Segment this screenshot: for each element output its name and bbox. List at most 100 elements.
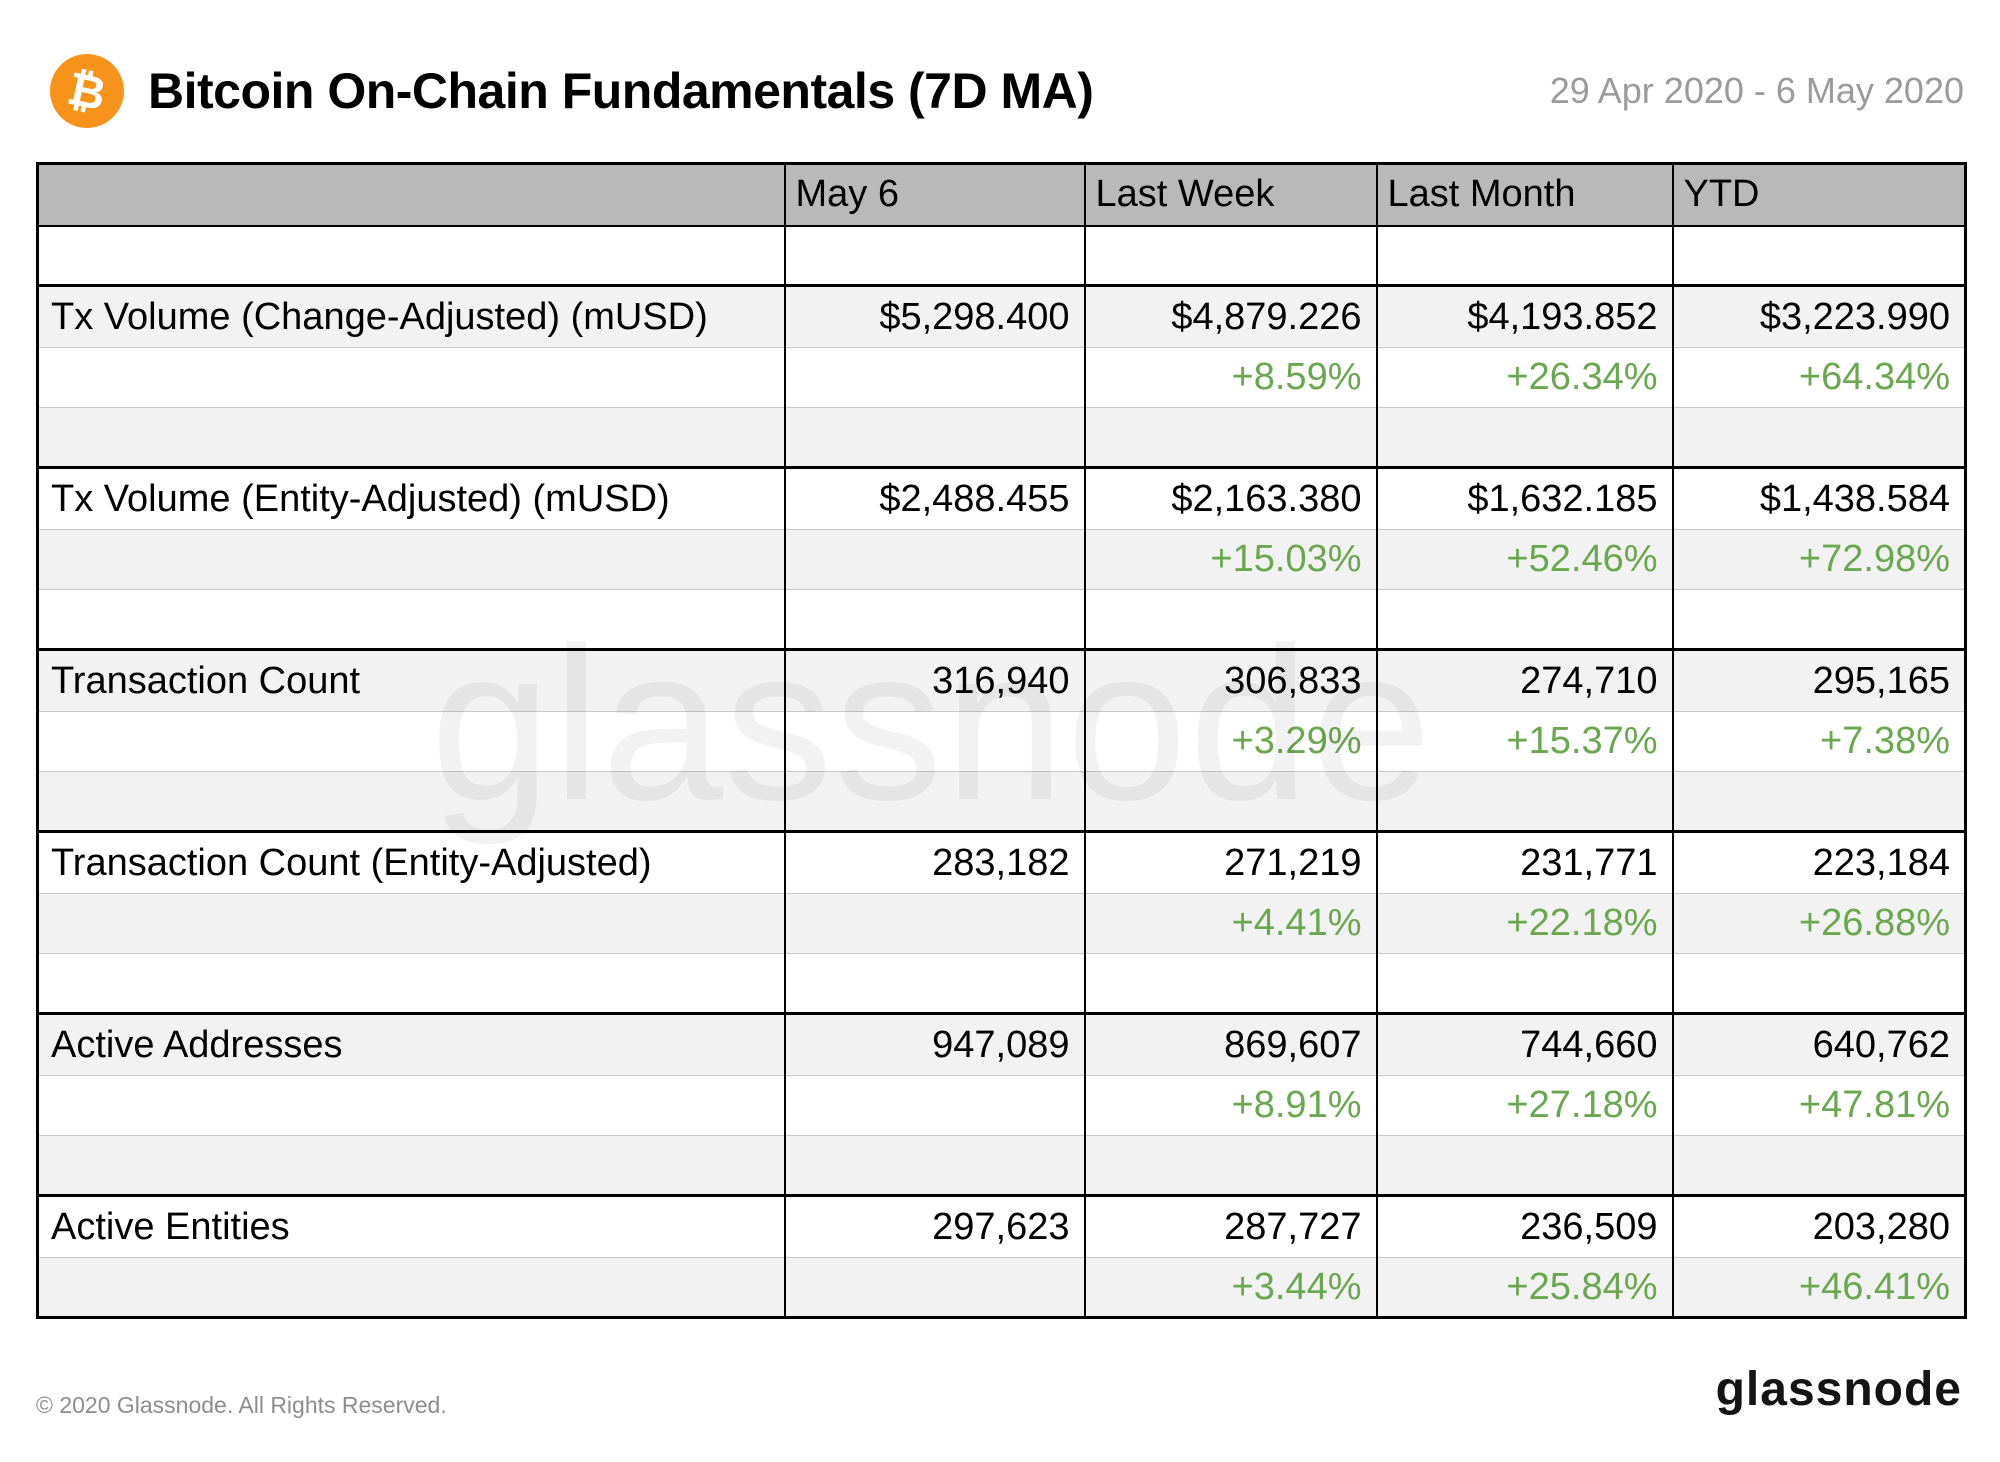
change-cell: +3.29% bbox=[1083, 711, 1378, 772]
metric-label: Transaction Count bbox=[36, 648, 786, 712]
empty-cell bbox=[36, 771, 786, 832]
value-cell: $2,488.455 bbox=[783, 466, 1086, 530]
value-cell: $1,438.584 bbox=[1671, 466, 1967, 530]
value-row-tx-volume-entity-adjusted: Tx Volume (Entity-Adjusted) (mUSD) $2,48… bbox=[36, 466, 1967, 530]
change-cell: +52.46% bbox=[1375, 529, 1674, 590]
change-cell: +27.18% bbox=[1375, 1075, 1674, 1136]
empty-cell bbox=[783, 529, 1086, 590]
value-cell: 295,165 bbox=[1671, 648, 1967, 712]
empty-cell bbox=[36, 589, 786, 650]
metric-label: Active Addresses bbox=[36, 1012, 786, 1076]
change-cell: +7.38% bbox=[1671, 711, 1967, 772]
value-cell: 283,182 bbox=[783, 830, 1086, 894]
change-cell: +47.81% bbox=[1671, 1075, 1967, 1136]
value-cell: 223,184 bbox=[1671, 830, 1967, 894]
empty-cell bbox=[1671, 771, 1967, 832]
empty-cell bbox=[36, 225, 786, 286]
metric-label: Tx Volume (Entity-Adjusted) (mUSD) bbox=[36, 466, 786, 530]
empty-cell bbox=[36, 711, 786, 772]
empty-cell bbox=[783, 1135, 1086, 1196]
empty-cell bbox=[1375, 407, 1674, 468]
value-cell: 274,710 bbox=[1375, 648, 1674, 712]
value-cell: $4,193.852 bbox=[1375, 284, 1674, 348]
empty-cell bbox=[783, 1075, 1086, 1136]
value-cell: 306,833 bbox=[1083, 648, 1378, 712]
fundamentals-table: May 6 Last Week Last Month YTD Tx Volume… bbox=[36, 162, 1967, 1319]
change-cell: +26.88% bbox=[1671, 893, 1967, 954]
date-range: 29 Apr 2020 - 6 May 2020 bbox=[1549, 70, 1964, 111]
value-cell: 236,509 bbox=[1375, 1194, 1674, 1258]
empty-cell bbox=[36, 893, 786, 954]
empty-cell bbox=[1375, 953, 1674, 1014]
value-cell: $5,298.400 bbox=[783, 284, 1086, 348]
value-row-transaction-count: Transaction Count 316,940 306,833 274,71… bbox=[36, 648, 1967, 712]
empty-cell bbox=[1671, 1135, 1967, 1196]
value-cell: 231,771 bbox=[1375, 830, 1674, 894]
empty-cell bbox=[36, 953, 786, 1014]
value-cell: $1,632.185 bbox=[1375, 466, 1674, 530]
empty-cell bbox=[1083, 589, 1378, 650]
value-cell: 640,762 bbox=[1671, 1012, 1967, 1076]
empty-cell bbox=[1671, 225, 1967, 286]
empty-cell bbox=[783, 589, 1086, 650]
empty-row bbox=[36, 225, 1967, 286]
change-cell: +46.41% bbox=[1671, 1257, 1967, 1318]
value-row-transaction-count-entity-adjusted: Transaction Count (Entity-Adjusted) 283,… bbox=[36, 830, 1967, 894]
change-cell: +8.91% bbox=[1083, 1075, 1378, 1136]
value-row-active-addresses: Active Addresses 947,089 869,607 744,660… bbox=[36, 1012, 1967, 1076]
empty-cell bbox=[1083, 407, 1378, 468]
empty-cell bbox=[36, 1135, 786, 1196]
empty-cell bbox=[783, 711, 1086, 772]
empty-cell bbox=[1671, 953, 1967, 1014]
spacer-row bbox=[36, 407, 1967, 468]
page-title: Bitcoin On-Chain Fundamentals (7D MA) bbox=[148, 63, 1094, 119]
empty-cell bbox=[36, 1075, 786, 1136]
copyright-text: © 2020 Glassnode. All Rights Reserved. bbox=[36, 1392, 447, 1418]
change-cell: +64.34% bbox=[1671, 347, 1967, 408]
column-header-may6: May 6 bbox=[783, 163, 1086, 227]
empty-cell bbox=[36, 407, 786, 468]
value-cell: 203,280 bbox=[1671, 1194, 1967, 1258]
empty-cell bbox=[36, 1257, 786, 1318]
value-cell: $2,163.380 bbox=[1083, 466, 1378, 530]
spacer-row bbox=[36, 771, 1967, 832]
column-header-ytd: YTD bbox=[1671, 163, 1967, 227]
value-row-active-entities: Active Entities 297,623 287,727 236,509 … bbox=[36, 1194, 1967, 1258]
empty-cell bbox=[1671, 407, 1967, 468]
change-cell: +3.44% bbox=[1083, 1257, 1378, 1318]
empty-cell bbox=[1083, 1135, 1378, 1196]
change-cell: +15.03% bbox=[1083, 529, 1378, 590]
change-cell: +15.37% bbox=[1375, 711, 1674, 772]
change-row-active-entities: +3.44% +25.84% +46.41% bbox=[36, 1257, 1967, 1318]
spacer-row bbox=[36, 1135, 1967, 1196]
change-row-transaction-count: +3.29% +15.37% +7.38% bbox=[36, 711, 1967, 772]
empty-cell bbox=[1375, 589, 1674, 650]
change-cell: +72.98% bbox=[1671, 529, 1967, 590]
empty-cell bbox=[783, 1257, 1086, 1318]
empty-cell bbox=[783, 953, 1086, 1014]
empty-cell bbox=[1083, 225, 1378, 286]
change-row-transaction-count-entity-adjusted: +4.41% +22.18% +26.88% bbox=[36, 893, 1967, 954]
empty-cell bbox=[1083, 953, 1378, 1014]
empty-cell bbox=[783, 407, 1086, 468]
change-cell: +4.41% bbox=[1083, 893, 1378, 954]
value-cell: 744,660 bbox=[1375, 1012, 1674, 1076]
change-cell: +26.34% bbox=[1375, 347, 1674, 408]
empty-cell bbox=[1375, 1135, 1674, 1196]
empty-cell bbox=[1375, 771, 1674, 832]
spacer-row bbox=[36, 589, 1967, 650]
value-cell: 297,623 bbox=[783, 1194, 1086, 1258]
value-cell: 316,940 bbox=[783, 648, 1086, 712]
value-cell: 271,219 bbox=[1083, 830, 1378, 894]
metric-label: Tx Volume (Change-Adjusted) (mUSD) bbox=[36, 284, 786, 348]
column-header-last-week: Last Week bbox=[1083, 163, 1378, 227]
bitcoin-icon: ₿ bbox=[50, 54, 124, 128]
value-cell: 869,607 bbox=[1083, 1012, 1378, 1076]
change-cell: +25.84% bbox=[1375, 1257, 1674, 1318]
empty-cell bbox=[36, 347, 786, 408]
value-cell: $4,879.226 bbox=[1083, 284, 1378, 348]
bitcoin-symbol: ₿ bbox=[63, 61, 111, 121]
metric-label: Transaction Count (Entity-Adjusted) bbox=[36, 830, 786, 894]
value-cell: $3,223.990 bbox=[1671, 284, 1967, 348]
change-row-tx-volume-entity-adjusted: +15.03% +52.46% +72.98% bbox=[36, 529, 1967, 590]
